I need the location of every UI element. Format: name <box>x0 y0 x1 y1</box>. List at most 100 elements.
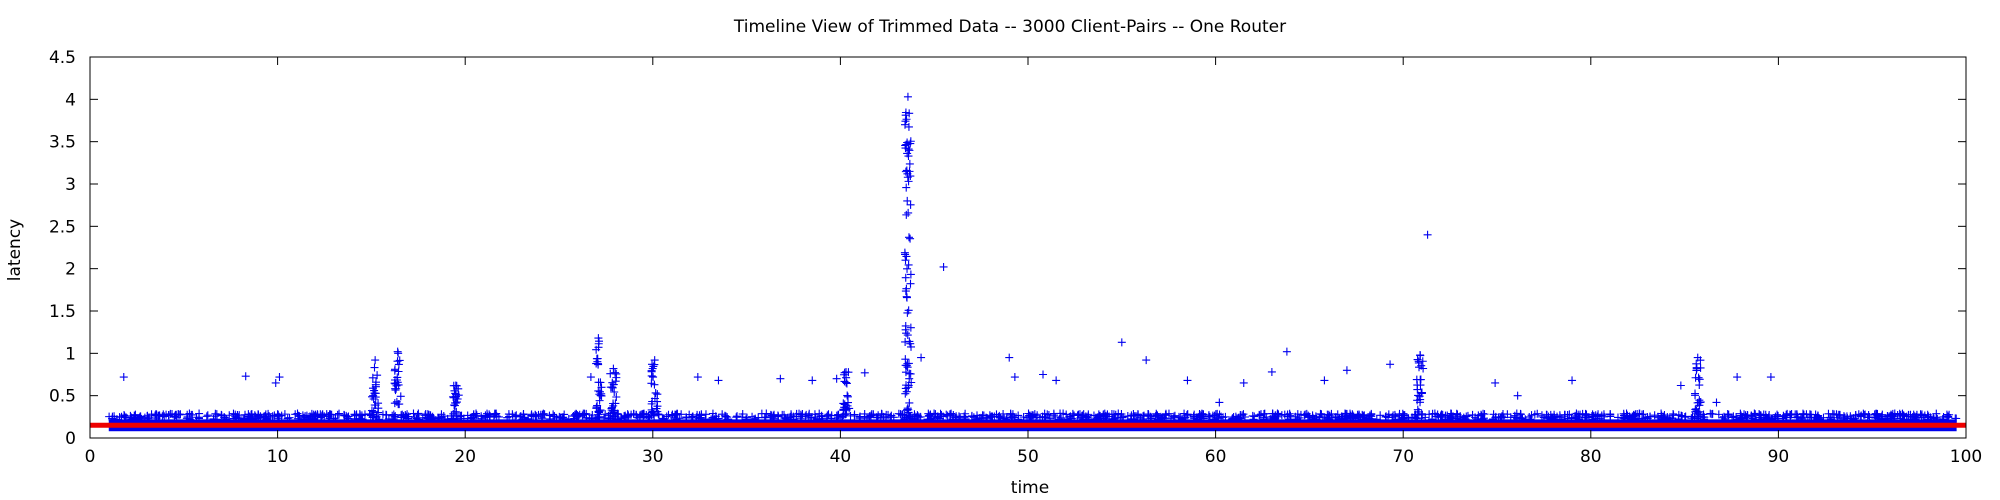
data-point <box>697 410 706 419</box>
data-point <box>904 145 913 154</box>
data-point <box>595 387 604 396</box>
data-point <box>418 413 427 422</box>
data-point <box>651 388 660 397</box>
data-point <box>650 380 659 389</box>
data-point <box>1548 414 1557 423</box>
data-point <box>203 411 212 420</box>
data-point <box>1293 415 1302 424</box>
x-tick-label: 10 <box>267 447 289 467</box>
x-tick-label: 40 <box>830 447 852 467</box>
data-point <box>1417 361 1426 370</box>
data-point <box>795 409 804 418</box>
data-point <box>769 414 778 423</box>
data-point <box>832 414 841 423</box>
data-point <box>373 371 382 380</box>
data-point <box>1117 410 1126 418</box>
data-point <box>371 380 380 389</box>
data-point <box>1210 415 1219 424</box>
data-point <box>623 410 632 419</box>
data-point <box>587 414 596 423</box>
data-point <box>640 409 649 418</box>
data-point <box>1052 376 1061 385</box>
data-point <box>1489 410 1498 419</box>
data-point <box>832 374 841 383</box>
data-point <box>280 410 289 419</box>
data-point <box>902 210 911 219</box>
data-point <box>1391 412 1400 421</box>
data-point <box>1382 412 1391 421</box>
data-point <box>1625 413 1634 422</box>
data-point <box>1164 409 1173 418</box>
data-point <box>650 356 659 365</box>
data-point <box>532 412 541 421</box>
data-point <box>307 409 316 418</box>
data-point <box>1824 409 1833 418</box>
data-point <box>696 413 705 422</box>
data-point <box>664 410 673 419</box>
data-point <box>435 414 444 423</box>
data-point <box>672 409 681 418</box>
data-point <box>1833 413 1842 422</box>
data-point <box>1005 353 1014 362</box>
data-point <box>1451 414 1460 423</box>
data-point <box>271 378 280 387</box>
x-axis-label: time <box>1011 478 1049 498</box>
data-point <box>1783 409 1792 418</box>
data-point <box>723 413 732 422</box>
data-point <box>451 389 460 398</box>
data-point <box>724 415 733 424</box>
data-point <box>594 408 603 417</box>
data-point <box>1588 415 1597 424</box>
data-point <box>1568 376 1577 385</box>
data-point <box>903 264 912 273</box>
data-point <box>453 394 462 403</box>
x-tick-label: 70 <box>1392 447 1414 467</box>
data-point <box>842 406 851 415</box>
data-point <box>1693 353 1702 362</box>
data-point <box>978 411 987 420</box>
data-point <box>534 410 543 419</box>
data-point <box>1178 414 1187 423</box>
data-point <box>182 414 191 423</box>
data-point <box>1285 409 1294 418</box>
data-point <box>511 412 520 421</box>
data-point <box>1282 347 1291 356</box>
data-point <box>370 363 379 372</box>
data-point <box>688 412 697 421</box>
data-point <box>904 122 913 131</box>
data-point <box>1707 410 1716 419</box>
data-point <box>1417 388 1426 397</box>
data-point <box>1875 414 1884 423</box>
data-point <box>389 410 398 419</box>
data-point <box>903 363 912 372</box>
data-point <box>1479 409 1488 418</box>
data-point <box>1842 412 1851 421</box>
data-point <box>860 409 869 418</box>
data-point <box>714 376 723 385</box>
data-point <box>1581 409 1590 418</box>
data-point <box>597 391 606 400</box>
data-point <box>733 412 742 421</box>
data-point <box>1542 410 1551 419</box>
data-point <box>647 408 656 417</box>
data-point <box>394 360 403 369</box>
data-point <box>131 410 140 419</box>
data-point <box>1732 412 1741 421</box>
data-point <box>692 413 701 422</box>
data-point <box>1712 398 1721 407</box>
data-point <box>283 414 292 423</box>
data-point <box>483 411 492 420</box>
data-point <box>451 381 460 390</box>
data-point <box>1478 415 1487 424</box>
data-point <box>714 414 723 423</box>
data-point <box>902 115 911 124</box>
y-tick-label: 3.5 <box>49 133 76 153</box>
data-point <box>1335 414 1344 423</box>
data-point <box>265 412 274 421</box>
data-point <box>1110 414 1119 423</box>
data-point <box>601 410 610 419</box>
data-point <box>119 373 128 382</box>
data-point <box>901 273 910 282</box>
data-point <box>624 411 633 420</box>
data-point <box>904 260 913 269</box>
